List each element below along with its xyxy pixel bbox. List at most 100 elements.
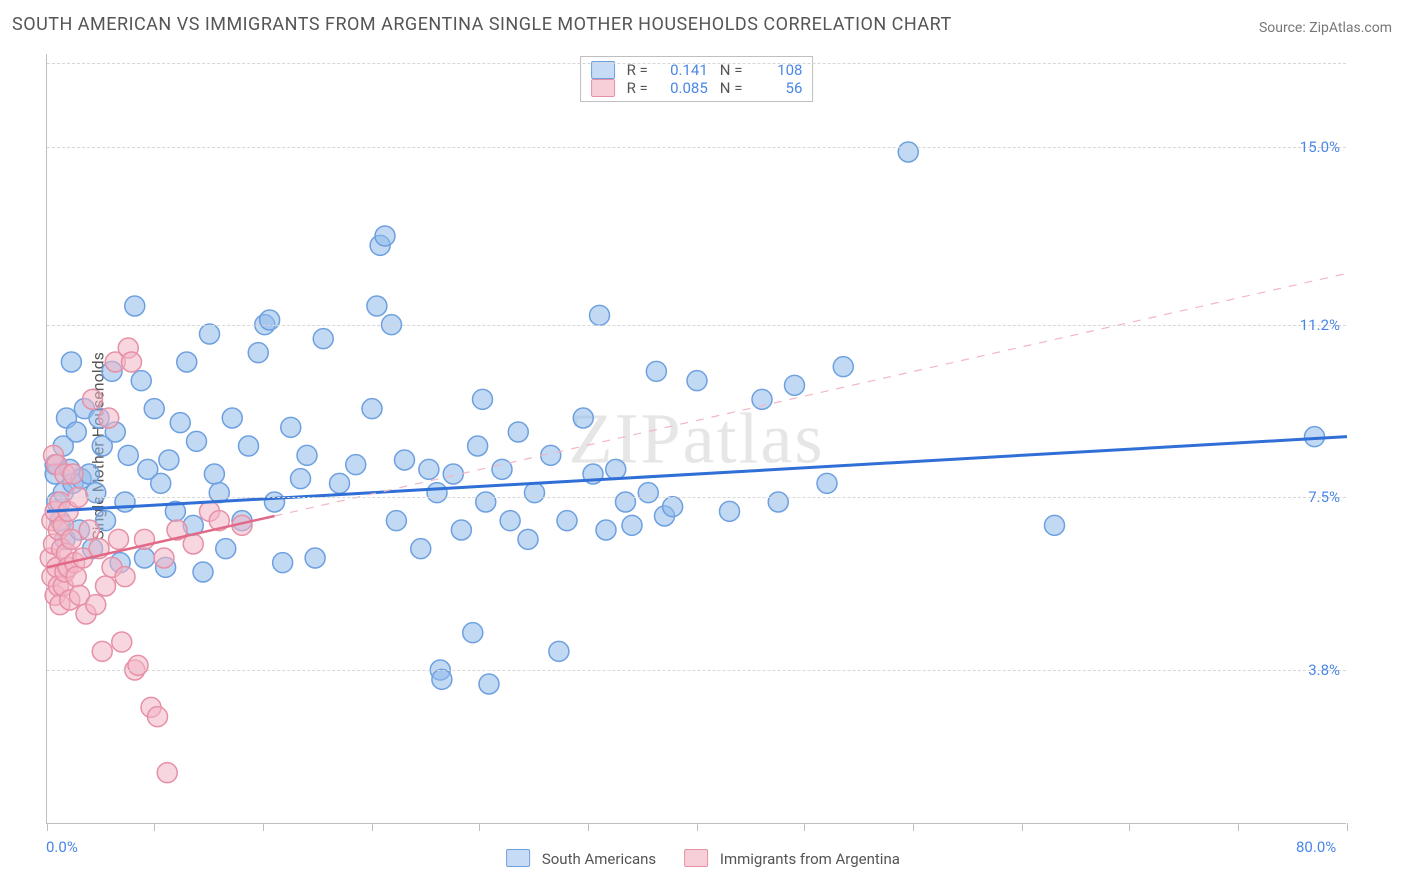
data-point	[79, 520, 99, 540]
data-point	[768, 492, 788, 512]
data-point	[557, 511, 577, 531]
x-tick	[1238, 823, 1239, 831]
data-point	[66, 567, 86, 587]
y-tick-label: 11.2%	[1300, 316, 1340, 334]
data-point	[346, 455, 366, 475]
data-point	[128, 655, 148, 675]
data-point	[148, 707, 168, 727]
x-tick	[804, 823, 805, 831]
data-point	[833, 357, 853, 377]
data-point	[375, 226, 395, 246]
data-point	[83, 389, 103, 409]
data-point	[61, 352, 81, 372]
data-point	[362, 399, 382, 419]
data-point	[898, 142, 918, 162]
data-point	[177, 352, 197, 372]
gridline	[47, 497, 1346, 498]
gridline	[47, 670, 1346, 671]
legend-item: Immigrants from Argentina	[684, 849, 900, 868]
data-point	[443, 464, 463, 484]
data-point	[239, 436, 259, 456]
x-tick	[372, 823, 373, 831]
data-point	[622, 515, 642, 535]
legend-swatch	[684, 849, 708, 867]
data-point	[154, 548, 174, 568]
data-point	[151, 473, 171, 493]
gridline	[47, 147, 1346, 148]
x-tick	[1129, 823, 1130, 831]
x-axis-max-label: 80.0%	[1296, 838, 1336, 856]
data-point	[204, 464, 224, 484]
data-point	[118, 445, 138, 465]
series-legend: South Americans Immigrants from Argentin…	[506, 849, 900, 868]
data-point	[63, 464, 83, 484]
x-tick	[154, 823, 155, 831]
data-point	[785, 375, 805, 395]
data-point	[549, 641, 569, 661]
trend-line	[275, 273, 1348, 516]
data-point	[313, 329, 333, 349]
data-point	[687, 371, 707, 391]
data-point	[427, 483, 447, 503]
data-point	[411, 539, 431, 559]
data-point	[573, 408, 593, 428]
y-tick-label: 7.5%	[1308, 488, 1340, 506]
chart-container: SOUTH AMERICAN VS IMMIGRANTS FROM ARGENT…	[0, 0, 1406, 892]
y-tick-label: 3.8%	[1308, 661, 1340, 679]
x-tick	[479, 823, 480, 831]
data-point	[200, 324, 220, 344]
data-point	[281, 417, 301, 437]
data-point	[66, 422, 86, 442]
data-point	[386, 511, 406, 531]
data-point	[291, 469, 311, 489]
data-point	[663, 497, 683, 517]
chart-title: SOUTH AMERICAN VS IMMIGRANTS FROM ARGENT…	[12, 14, 952, 35]
data-point	[518, 529, 538, 549]
data-point	[125, 296, 145, 316]
x-tick	[588, 823, 589, 831]
data-point	[112, 632, 132, 652]
data-point	[330, 473, 350, 493]
data-point	[135, 548, 155, 568]
legend-label: South Americans	[542, 850, 656, 868]
data-point	[646, 361, 666, 381]
data-point	[508, 422, 528, 442]
data-point	[432, 669, 452, 689]
y-tick-label: 15.0%	[1300, 138, 1340, 156]
data-point	[473, 389, 493, 409]
data-point	[500, 511, 520, 531]
data-point	[367, 296, 387, 316]
data-point	[86, 483, 106, 503]
x-tick	[263, 823, 264, 831]
data-point	[115, 567, 135, 587]
legend-item: South Americans	[506, 849, 656, 868]
x-tick	[47, 823, 48, 831]
data-point	[260, 310, 280, 330]
data-point	[463, 623, 483, 643]
source-label: Source: ZipAtlas.com	[1259, 20, 1392, 36]
data-point	[222, 408, 242, 428]
data-point	[817, 473, 837, 493]
data-point	[590, 305, 610, 325]
x-tick	[1022, 823, 1023, 831]
gridline	[47, 63, 1346, 64]
data-point	[99, 408, 119, 428]
data-point	[638, 483, 658, 503]
data-point	[92, 641, 112, 661]
scatter-svg	[47, 54, 1346, 823]
data-point	[395, 450, 415, 470]
data-point	[109, 529, 129, 549]
data-point	[1045, 515, 1065, 535]
data-point	[265, 492, 285, 512]
data-point	[305, 548, 325, 568]
legend-label: Immigrants from Argentina	[720, 850, 900, 868]
data-point	[248, 343, 268, 363]
data-point	[479, 674, 499, 694]
data-point	[122, 352, 142, 372]
data-point	[159, 450, 179, 470]
data-point	[596, 520, 616, 540]
data-point	[451, 520, 471, 540]
data-point	[96, 576, 116, 596]
data-point	[86, 595, 106, 615]
data-point	[193, 562, 213, 582]
